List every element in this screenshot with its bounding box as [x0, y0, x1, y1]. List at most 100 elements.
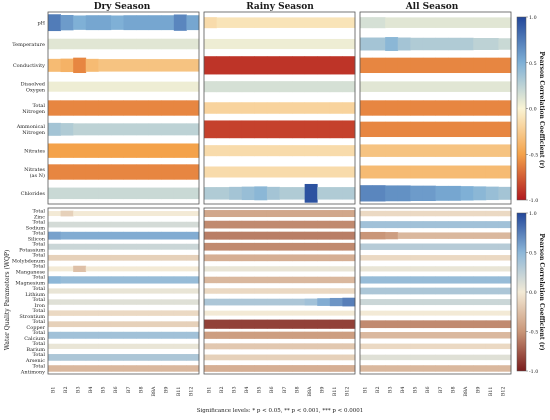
heatmap-cell: [279, 276, 293, 284]
heatmap-cell: [229, 38, 243, 50]
heatmap-cell: [123, 288, 137, 294]
heatmap-cell: [204, 331, 217, 339]
heatmap-cell: [279, 310, 293, 316]
heatmap-cell: [241, 17, 255, 28]
x-tick-label: B11: [332, 387, 338, 397]
heatmap-cell: [136, 15, 150, 31]
heatmap-cell: [60, 299, 74, 305]
heatmap-cell: [304, 310, 318, 316]
heatmap-cell: [254, 266, 268, 272]
heatmap-cell: [435, 320, 449, 329]
heatmap-cell: [342, 319, 356, 329]
heatmap-cell: [186, 331, 200, 339]
heatmap-cell: [136, 343, 150, 349]
heatmap-cell: [292, 310, 306, 316]
heatmap-cell: [136, 211, 150, 217]
heatmap-cell: [85, 15, 99, 31]
heatmap-cell: [448, 165, 462, 179]
heatmap-cell: [498, 354, 512, 361]
panel-frame: [203, 207, 356, 375]
heatmap-cell: [485, 320, 499, 329]
heatmap-cell: [48, 221, 61, 228]
heatmap-cell: [317, 56, 331, 75]
heatmap-cell: [136, 81, 150, 92]
x-tick-label: B2: [219, 387, 225, 394]
heatmap-cell: [279, 266, 293, 272]
heatmap-cell: [292, 187, 306, 200]
heatmap-cell: [73, 265, 87, 272]
heatmap-cell: [173, 81, 187, 92]
heatmap-cell: [292, 254, 306, 262]
x-tick-label: B11: [176, 387, 182, 397]
heatmap-cell: [460, 343, 474, 350]
heatmap-cell: [360, 37, 373, 51]
heatmap-cell: [173, 266, 187, 272]
heatmap-cell: [473, 332, 487, 339]
heatmap-cell: [136, 321, 150, 328]
heatmap-cell: [410, 121, 424, 138]
colorbar-tick-label: -1.0: [529, 198, 538, 204]
heatmap-cell: [60, 354, 74, 361]
heatmap-cell: [304, 102, 318, 114]
heatmap-cell: [241, 81, 255, 93]
heatmap-cell: [372, 320, 386, 329]
heatmap-cell: [279, 242, 293, 251]
heatmap-cell: [410, 354, 424, 361]
panel-frame: [203, 11, 356, 205]
heatmap-cell: [98, 331, 112, 339]
heatmap-cell: [229, 298, 243, 306]
heatmap-cell: [422, 165, 436, 179]
heatmap-cell: [498, 81, 512, 92]
heatmap-cell: [435, 232, 449, 239]
heatmap-cell: [342, 166, 356, 178]
heatmap-cell: [173, 243, 187, 250]
heatmap-cell: [279, 17, 293, 28]
heatmap-cell: [342, 354, 356, 361]
heatmap-cell: [304, 331, 318, 339]
heatmap-cell: [460, 299, 474, 306]
heatmap-cell: [329, 120, 343, 139]
x-tick-label: B7: [126, 387, 132, 394]
x-tick-label: B4: [244, 387, 250, 394]
colorbar-tick-label: 1.0: [529, 211, 537, 217]
heatmap-cell: [60, 221, 74, 228]
x-tick-label: B1: [206, 387, 212, 394]
heatmap-cell: [266, 331, 280, 339]
x-tick-label: B9: [164, 387, 170, 394]
heatmap-cell: [173, 343, 187, 349]
heatmap-cell: [292, 210, 306, 218]
heatmap-cell: [266, 266, 280, 272]
heatmap-cell: [241, 354, 255, 361]
heatmap-cell: [317, 310, 331, 316]
heatmap-cell: [342, 343, 356, 350]
x-tick-label: B5: [413, 387, 419, 394]
x-tick-label: B9: [320, 387, 326, 394]
heatmap-cell: [136, 254, 150, 261]
heatmap-cell: [216, 231, 230, 240]
heatmap-cell: [60, 143, 74, 158]
heatmap-cell: [473, 266, 487, 272]
heatmap-cell: [266, 254, 280, 262]
heatmap-cell: [360, 185, 373, 202]
heatmap-cell: [229, 220, 243, 229]
heatmap-cell: [161, 354, 175, 361]
heatmap-cell: [317, 220, 331, 229]
heatmap-cell: [292, 288, 306, 294]
heatmap-cell: [110, 288, 124, 294]
heatmap-cell: [73, 15, 87, 30]
heatmap-cell: [123, 59, 137, 72]
heatmap-cell: [254, 166, 268, 178]
heatmap-cell: [136, 331, 150, 339]
heatmap-cell: [229, 276, 243, 284]
heatmap-cell: [385, 185, 399, 202]
heatmap-cell: [435, 365, 449, 372]
heatmap-cell: [216, 102, 230, 114]
heatmap-cell: [85, 266, 99, 272]
heatmap-cell: [161, 81, 175, 92]
heatmap-cell: [435, 221, 449, 229]
colorbar-tick-label: -0.5: [529, 330, 538, 336]
heatmap-cell: [498, 243, 512, 250]
heatmap-cell: [186, 243, 200, 250]
row-label: Chlorides: [21, 191, 46, 197]
heatmap-cell: [98, 143, 112, 158]
